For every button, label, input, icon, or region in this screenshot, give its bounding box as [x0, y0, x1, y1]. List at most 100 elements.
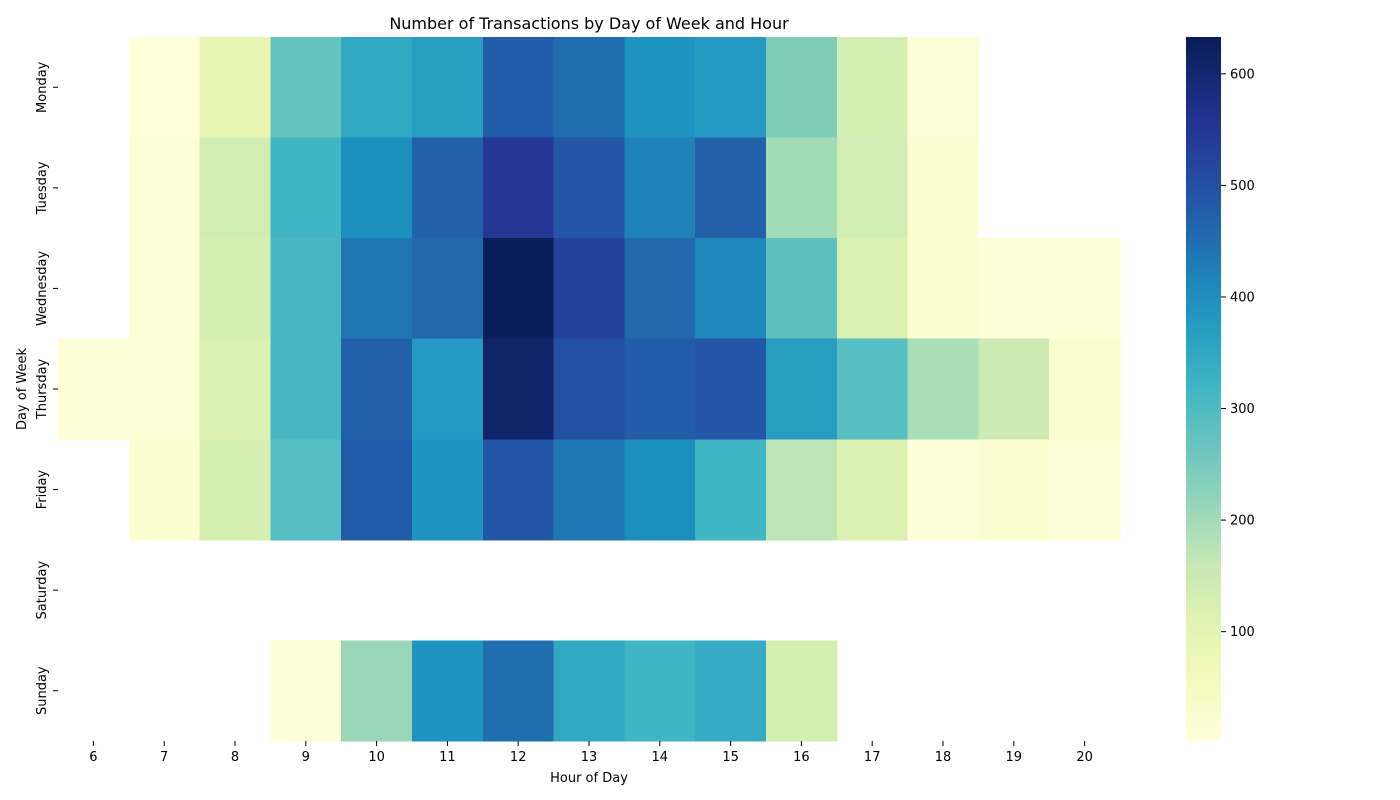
heatmap-cell [270, 439, 342, 541]
heatmap-cell [836, 238, 909, 340]
heatmap-cell [695, 238, 767, 340]
heatmap-cell [128, 238, 201, 340]
x-axis-label: Hour of Day [550, 771, 628, 786]
heatmap-cell [836, 37, 909, 139]
chart-title: Number of Transactions by Day of Week an… [389, 14, 789, 33]
heatmap-cell [695, 640, 767, 742]
x-tick-label: 16 [793, 750, 810, 765]
heatmap-cell [341, 338, 413, 440]
heatmap-cell [553, 37, 625, 139]
y-axis-label: Day of Week [15, 347, 30, 430]
heatmap-cell [553, 439, 625, 541]
heatmap-cell [341, 439, 413, 541]
x-tick-label: 19 [1006, 750, 1023, 765]
heatmap-cell [766, 137, 838, 239]
heatmap-cell [624, 338, 696, 440]
heatmap-cell [836, 338, 909, 440]
heatmap-cell [766, 338, 838, 440]
heatmap-cell [270, 338, 342, 440]
heatmap-cell [907, 238, 979, 340]
heatmap-cell [128, 439, 201, 541]
heatmap-cell [128, 338, 201, 440]
y-tick-label: Saturday [35, 561, 50, 620]
heatmap-cell [482, 238, 555, 340]
heatmap-cell [695, 137, 767, 239]
heatmap-cell [907, 338, 979, 440]
colorbar-tick-label: 400 [1230, 290, 1255, 305]
heatmap-cell [978, 338, 1050, 440]
heatmap-cell [412, 338, 484, 440]
heatmap-cell [482, 137, 555, 239]
heatmap-cell [412, 439, 484, 541]
heatmap-cell [766, 238, 838, 340]
heatmap-cell [907, 37, 979, 139]
heatmap-cell [412, 238, 484, 340]
colorbar-gradient [1186, 37, 1221, 741]
heatmap-cell [412, 137, 484, 239]
colorbar-tick-label: 200 [1230, 514, 1255, 529]
heatmap-cell [412, 640, 484, 742]
x-tick-label: 15 [722, 750, 739, 765]
heatmap-cell [978, 238, 1050, 340]
heatmap-cell [553, 238, 625, 340]
y-tick-label: Wednesday [35, 250, 50, 326]
heatmap-cell [624, 137, 696, 239]
heatmap-cell [766, 640, 838, 742]
heatmap-cell [978, 439, 1050, 541]
x-tick-label: 6 [89, 750, 97, 765]
heatmap-cell [199, 439, 271, 541]
heatmap-cell [1049, 338, 1121, 440]
heatmap-cell [766, 37, 838, 139]
heatmap-cell [199, 137, 271, 239]
heatmap-cell [199, 37, 271, 139]
y-tick-label: Monday [35, 61, 50, 113]
colorbar: 100 200 300 400 500 600 [1186, 37, 1255, 741]
heatmap-cell [624, 439, 696, 541]
x-tick-label: 18 [935, 750, 952, 765]
heatmap-cell [624, 640, 696, 742]
heatmap-cell [553, 137, 625, 239]
heatmap-cell [128, 137, 201, 239]
heatmap-cell [695, 439, 767, 541]
heatmap-cell [836, 439, 909, 541]
heatmap-cell [341, 137, 413, 239]
heatmap-cell [482, 37, 555, 139]
heatmap-cell [341, 238, 413, 340]
x-tick-label: 11 [439, 750, 456, 765]
x-tick-label: 12 [510, 750, 527, 765]
heatmap-cell [553, 640, 625, 742]
heatmap-cell [482, 439, 555, 541]
y-tick-label: Friday [35, 470, 50, 510]
heatmap-cell [624, 37, 696, 139]
x-tick-label: 13 [581, 750, 598, 765]
heatmap-cell [624, 238, 696, 340]
heatmap-cell [482, 640, 555, 742]
heatmap-cell [270, 238, 342, 340]
x-tick-label: 14 [652, 750, 669, 765]
heatmap-cell [766, 439, 838, 541]
heatmap-cell [199, 238, 271, 340]
heatmap-cell [199, 338, 271, 440]
heatmap-cell [907, 137, 979, 239]
colorbar-tick-label: 500 [1230, 179, 1255, 194]
x-axis-ticks: 6 7 8 9 10 11 12 13 14 15 16 17 18 19 20 [89, 741, 1093, 765]
colorbar-tick-label: 300 [1230, 402, 1255, 417]
x-tick-label: 9 [302, 750, 310, 765]
x-tick-label: 20 [1076, 750, 1093, 765]
heatmap-cell [270, 640, 342, 742]
heatmap-cell [482, 338, 555, 440]
colorbar-tick-label: 100 [1230, 625, 1255, 640]
colorbar-tick-label: 600 [1230, 67, 1255, 82]
heatmap-cell [1049, 238, 1121, 340]
x-tick-label: 10 [368, 750, 385, 765]
heatmap-cell [58, 338, 130, 440]
heatmap-cell [412, 37, 484, 139]
heatmap-cell [1049, 439, 1121, 541]
heatmap-cell [341, 640, 413, 742]
heatmap-cell [128, 37, 201, 139]
heatmap-cell [907, 439, 979, 541]
x-tick-label: 8 [231, 750, 239, 765]
y-axis-ticks: Monday Tuesday Wednesday Thursday Friday Satu… [35, 61, 58, 715]
x-tick-label: 17 [864, 750, 881, 765]
